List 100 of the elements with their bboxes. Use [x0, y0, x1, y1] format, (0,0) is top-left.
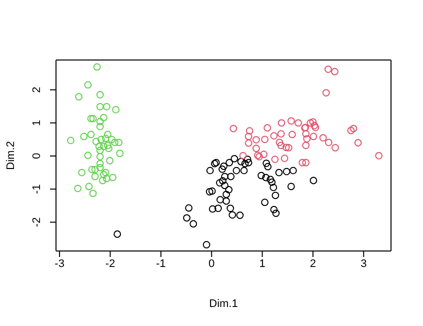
point [270, 184, 278, 192]
point [104, 142, 112, 150]
point [96, 146, 104, 154]
point [261, 198, 269, 206]
point [287, 182, 295, 190]
point [97, 136, 105, 144]
point [216, 179, 224, 187]
point [84, 81, 92, 89]
point [270, 206, 278, 214]
point [190, 220, 198, 228]
point [244, 139, 252, 147]
point [260, 150, 268, 158]
point [95, 142, 103, 150]
point [271, 156, 279, 164]
point [183, 214, 190, 222]
point [114, 230, 122, 238]
point [112, 106, 120, 114]
point [206, 166, 214, 174]
point [216, 196, 224, 204]
point [91, 172, 99, 180]
point [98, 176, 106, 184]
point [202, 241, 210, 248]
point [227, 172, 235, 180]
point [264, 124, 272, 132]
point [88, 166, 96, 174]
point [185, 204, 192, 212]
point [244, 158, 252, 166]
point [264, 162, 272, 170]
point [226, 204, 234, 212]
point [302, 130, 310, 138]
point [219, 177, 226, 185]
point [287, 117, 295, 125]
point [221, 182, 228, 190]
point [303, 135, 311, 142]
x-tick-label: 3 [360, 258, 367, 270]
point [80, 132, 88, 140]
x-tick-label: -3 [54, 258, 64, 270]
point [106, 156, 114, 164]
point [319, 134, 327, 142]
y-tick-label: 0 [31, 152, 43, 160]
point [100, 170, 108, 178]
point [280, 154, 288, 162]
point [294, 119, 302, 127]
point [284, 144, 292, 152]
point [102, 174, 110, 182]
point [84, 152, 92, 160]
point [222, 197, 230, 205]
point [89, 190, 97, 198]
point [282, 168, 290, 176]
point [220, 162, 228, 170]
point [310, 132, 318, 140]
y-tick-label: -2 [31, 217, 43, 228]
point [347, 126, 355, 134]
point [324, 66, 332, 73]
x-tick-label: -2 [105, 258, 116, 270]
point [232, 166, 240, 174]
point [310, 176, 318, 184]
point [322, 89, 330, 96]
point [74, 184, 82, 192]
point [350, 124, 358, 132]
x-tick-label: -1 [156, 258, 166, 270]
point [298, 158, 306, 166]
point [302, 158, 310, 166]
point [225, 186, 233, 194]
point [270, 132, 278, 140]
point [78, 168, 86, 176]
point [237, 158, 245, 166]
point [208, 205, 216, 213]
point [230, 124, 238, 132]
point [214, 204, 222, 212]
point [96, 102, 104, 110]
point [111, 138, 118, 146]
point [288, 130, 296, 138]
point [275, 168, 283, 176]
point [276, 138, 284, 146]
point [108, 136, 116, 144]
point [104, 130, 112, 138]
point [331, 68, 338, 76]
point [96, 122, 104, 130]
point [100, 114, 108, 122]
point [246, 127, 254, 135]
point [278, 119, 286, 127]
point [206, 188, 214, 196]
point [102, 134, 110, 142]
point [302, 142, 310, 150]
point [375, 152, 383, 160]
point [262, 160, 270, 167]
point [261, 136, 269, 144]
point [309, 118, 317, 126]
point [310, 122, 318, 130]
point [252, 144, 260, 152]
point [244, 156, 252, 164]
point [244, 132, 252, 140]
point [258, 172, 265, 180]
point [105, 144, 112, 152]
point [92, 138, 100, 146]
point [66, 136, 74, 144]
x-axis-title: Dim.1 [209, 298, 238, 310]
x-tick-label: 2 [310, 258, 316, 270]
point [96, 118, 104, 126]
